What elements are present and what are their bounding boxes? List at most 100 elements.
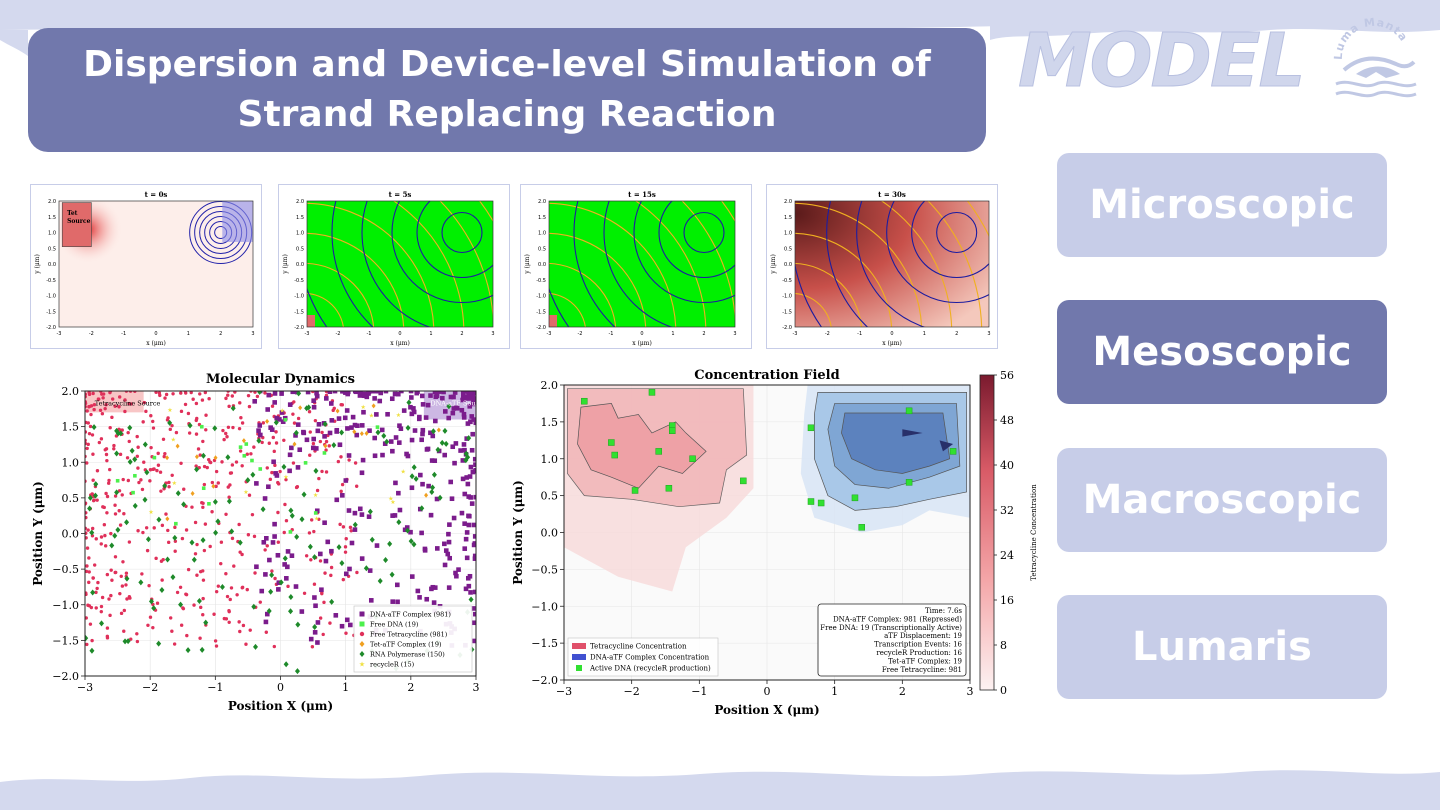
rna-polymerase-point xyxy=(331,442,337,449)
nav-button-lumaris[interactable]: Lumaris xyxy=(1057,595,1387,699)
snapshot-t5-plot: t = 5s -3 -2 -1 0 1 2 3 2.0 1.5 1.0 0.5 0.0 -0.5 -1.0 -… xyxy=(282,190,495,347)
rna-polymerase-point xyxy=(405,527,411,534)
rna-polymerase-point xyxy=(85,635,89,642)
colorbar xyxy=(979,374,995,691)
snapshot-plot-area xyxy=(549,201,735,327)
free-tetracycline-point xyxy=(113,404,117,408)
free-tetracycline-point xyxy=(85,511,88,515)
free-tetracycline-point xyxy=(260,440,264,445)
dna-atf-complex-point xyxy=(322,434,327,439)
free-tetracycline-point xyxy=(100,412,105,416)
dna-atf-complex-point xyxy=(443,409,448,414)
rna-polymerase-point xyxy=(439,439,445,446)
snapshot-y-tick: 1.5 xyxy=(296,215,304,221)
rna-polymerase-point xyxy=(266,608,272,615)
luma-manta-logo-icon: Luma Manta xyxy=(1332,16,1417,98)
cf-y-tick-label: −0.5 xyxy=(531,563,558,576)
dna-atf-complex-point xyxy=(428,512,434,518)
dna-atf-complex-point xyxy=(311,436,317,442)
dna-atf-complex-point xyxy=(456,567,461,572)
free-tetracycline-point xyxy=(170,629,174,633)
free-tetracycline-point xyxy=(232,564,236,568)
free-tetracycline-point xyxy=(95,498,99,502)
free-tetracycline-point xyxy=(219,540,224,544)
nav-button-microscopic[interactable]: Microscopic xyxy=(1057,153,1387,257)
free-tetracycline-point xyxy=(238,449,243,453)
rna-polymerase-point xyxy=(293,429,299,436)
dna-atf-complex-point xyxy=(254,481,259,486)
dna-atf-complex-point xyxy=(453,405,459,411)
dna-atf-complex-point xyxy=(471,620,476,626)
rna-polymerase-point xyxy=(125,638,131,645)
free-tetracycline-point xyxy=(230,463,235,467)
free-tetracycline-point xyxy=(310,518,314,522)
dna-atf-complex-point xyxy=(451,406,457,411)
free-tetracycline-point xyxy=(173,525,177,530)
dna-atf-complex-point xyxy=(448,394,454,400)
free-tetracycline-point xyxy=(344,537,348,541)
dna-atf-complex-point xyxy=(420,402,426,407)
rna-polymerase-point xyxy=(406,399,412,406)
snapshot-ylabel: y (μm) xyxy=(282,254,289,275)
free-tetracycline-point xyxy=(328,621,332,625)
rna-polymerase-point xyxy=(383,556,389,563)
rna-polymerase-point xyxy=(389,571,395,578)
dna-atf-complex-point xyxy=(315,428,321,434)
free-tetracycline-point xyxy=(105,636,110,640)
free-tetracycline-point xyxy=(125,597,129,601)
free-tetracycline-point xyxy=(276,540,281,544)
cf-y-tick-label: −1.0 xyxy=(531,600,558,613)
free-tetracycline-point xyxy=(355,570,359,575)
snapshot-xlabel: x (μm) xyxy=(390,340,410,347)
active-dna-point xyxy=(665,485,673,492)
rna-polymerase-point xyxy=(301,491,307,498)
free-tetracycline-point xyxy=(248,628,252,632)
dna-atf-complex-point xyxy=(366,391,372,395)
md-title: Molecular Dynamics xyxy=(206,372,355,387)
free-tetracycline-point xyxy=(265,544,269,548)
free-tetracycline-point xyxy=(122,511,126,516)
nav-button-mesoscopic[interactable]: Mesoscopic xyxy=(1057,300,1387,404)
cf-field xyxy=(564,385,970,592)
free-tetracycline-point xyxy=(292,421,297,425)
rna-polymerase-point xyxy=(312,554,318,561)
rna-polymerase-point xyxy=(377,577,383,584)
cf-x-tick-label: −3 xyxy=(556,685,572,698)
snapshot-xlabel: x (μm) xyxy=(632,340,652,347)
rna-polymerase-point xyxy=(430,484,436,491)
dna-atf-complex-point xyxy=(328,401,334,406)
free-tetracycline-point xyxy=(318,439,323,444)
rna-polymerase-point xyxy=(288,608,294,615)
free-dna-point xyxy=(258,467,263,471)
dna-contour-ring xyxy=(683,211,725,254)
free-tetracycline-point xyxy=(162,454,166,459)
md-x-tick-label: 0 xyxy=(277,681,284,694)
dna-atf-complex-point xyxy=(375,391,381,394)
snapshot-x-tick: 3 xyxy=(733,331,736,337)
rna-polymerase-point xyxy=(151,605,157,612)
free-tetracycline-point xyxy=(274,441,279,445)
free-tetracycline-point xyxy=(118,591,122,596)
free-tetracycline-point xyxy=(87,556,91,560)
free-tetracycline-point xyxy=(195,573,199,577)
active-dna-point xyxy=(608,439,615,446)
nav-button-macroscopic[interactable]: Macroscopic xyxy=(1057,448,1387,552)
snapshot-y-tick: 1.0 xyxy=(296,231,304,237)
colorbar-label: Tetracycline Concentration xyxy=(1030,484,1038,581)
rna-polymerase-point xyxy=(339,429,345,436)
dna-atf-complex-point xyxy=(287,452,293,458)
free-tetracycline-point xyxy=(149,414,153,418)
dna-atf-complex-point xyxy=(446,415,452,421)
snapshot-y-tick: 0.0 xyxy=(538,262,546,268)
free-tetracycline-point xyxy=(180,536,185,541)
active-dna-point xyxy=(740,477,747,485)
recycler-point: ★ xyxy=(167,407,172,414)
dna-atf-complex-point xyxy=(470,401,476,407)
free-tetracycline-point xyxy=(91,391,95,396)
dna-contour-ring xyxy=(603,201,735,327)
free-tetracycline-point xyxy=(95,586,99,591)
md-y-tick-label: −0.5 xyxy=(52,563,79,576)
free-dna-point xyxy=(242,454,247,458)
free-tetracycline-point xyxy=(214,589,219,594)
